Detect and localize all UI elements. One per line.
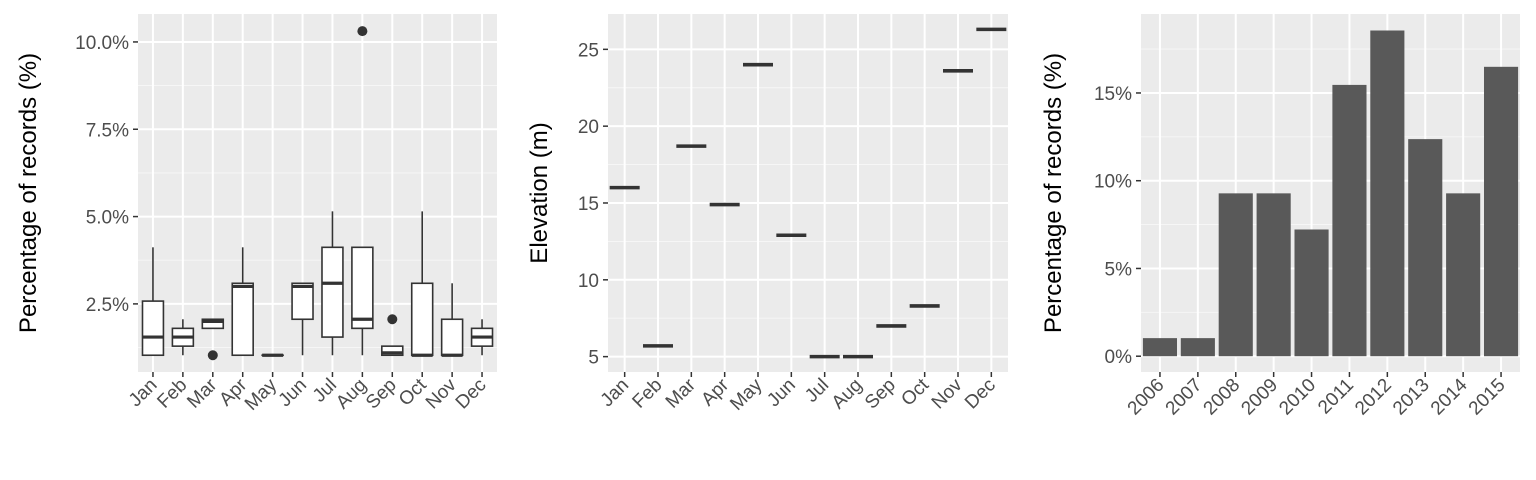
box-iqr [201, 318, 225, 330]
x-tick-label: Jun [275, 375, 312, 412]
bar-2013 [1408, 139, 1443, 357]
y-tick-label: 0% [1105, 347, 1133, 368]
x-tick-label: Aug [332, 375, 371, 414]
x-tick-label: Mar [183, 374, 221, 412]
x-tick-label: Feb [153, 375, 191, 413]
box-Sep [381, 314, 404, 357]
box-iqr [291, 282, 314, 321]
y-tick-label: 10.0% [75, 33, 129, 54]
y-tick-label: 25 [578, 40, 599, 61]
x-tick-label: Sep [861, 375, 900, 414]
x-tick-label: 2012 [1351, 375, 1396, 420]
bar-2008 [1218, 193, 1253, 357]
y-tick-label: 15 [578, 194, 599, 215]
x-tick-label: Jan [597, 375, 634, 412]
box-Jan [141, 247, 165, 357]
y-tick-label: 2.5% [86, 295, 129, 316]
box-Feb [171, 319, 195, 356]
box-Aug [351, 26, 374, 356]
box-Nov [440, 283, 464, 357]
x-tick-label: Dec [961, 375, 1000, 414]
box-Apr [231, 247, 254, 357]
x-tick-label: Oct [395, 374, 431, 410]
y-axis-title: Percentage of records (%) [1040, 53, 1067, 333]
plot-background [138, 14, 497, 372]
box-Dec [470, 319, 494, 356]
bar-2011 [1332, 84, 1367, 357]
x-tick-label: 2009 [1237, 375, 1282, 420]
x-tick-label: 2007 [1162, 375, 1207, 420]
y-tick-label: 10% [1094, 172, 1132, 193]
x-tick-label: Feb [629, 375, 667, 413]
x-tick-label: Dec [452, 375, 491, 414]
y-axis-title: Elevation (m) [526, 122, 553, 263]
x-tick-label: 2006 [1124, 375, 1169, 420]
y-tick-label: 10 [578, 271, 599, 292]
x-tick-label: Jun [763, 375, 800, 412]
x-tick-label: 2011 [1314, 375, 1358, 419]
bar-2006 [1142, 338, 1178, 357]
x-tick-label: Oct [897, 374, 933, 410]
x-tick-label: Mar [662, 374, 700, 412]
outlier-point [387, 314, 398, 325]
box-Mar [201, 318, 225, 361]
y-tick-label: 5.0% [86, 208, 129, 229]
chart-panel-3: 0%5%10%15%200620072008200920102011201220… [1040, 14, 1520, 419]
x-tick-label: 2010 [1275, 375, 1320, 420]
bar-2012 [1370, 30, 1405, 357]
bar-2014 [1446, 193, 1481, 357]
box-Jul [321, 211, 344, 356]
y-axis-title: Percentage of records (%) [15, 53, 42, 333]
box-iqr [381, 345, 404, 357]
box-iqr [231, 282, 254, 357]
box-iqr [351, 246, 374, 330]
bar-2007 [1180, 338, 1215, 357]
chart-panel-1: 2.5%5.0%7.5%10.0%JanFebMarAprMayJunJulAu… [15, 14, 497, 415]
x-tick-label: May [726, 374, 767, 415]
y-tick-label: 7.5% [86, 120, 129, 141]
x-tick-label: Sep [362, 375, 401, 414]
plot-background [608, 14, 1008, 372]
bar-2015 [1483, 66, 1519, 357]
y-tick-label: 5 [588, 348, 599, 369]
box-Jun [291, 282, 314, 356]
y-tick-label: 15% [1094, 84, 1132, 105]
x-tick-label: 2008 [1200, 375, 1245, 420]
box-iqr [410, 282, 434, 357]
x-tick-label: Aug [828, 375, 867, 414]
bar-2009 [1256, 193, 1291, 357]
outlier-point [357, 26, 368, 37]
x-tick-label: Apr [697, 374, 733, 410]
x-tick-label: Jan [125, 375, 162, 412]
box-iqr [321, 246, 344, 338]
x-tick-label: Jul [801, 375, 833, 407]
box-iqr [141, 300, 165, 357]
x-tick-label: 2015 [1465, 375, 1510, 420]
outlier-point [207, 350, 218, 361]
box-iqr [440, 318, 464, 357]
x-tick-label: 2013 [1389, 375, 1434, 420]
x-tick-label: 2014 [1427, 374, 1472, 419]
x-tick-label: Nov [928, 374, 967, 413]
bar-2010 [1294, 229, 1329, 357]
box-Oct [410, 211, 434, 357]
y-tick-label: 5% [1105, 259, 1133, 280]
y-tick-label: 20 [578, 117, 599, 138]
